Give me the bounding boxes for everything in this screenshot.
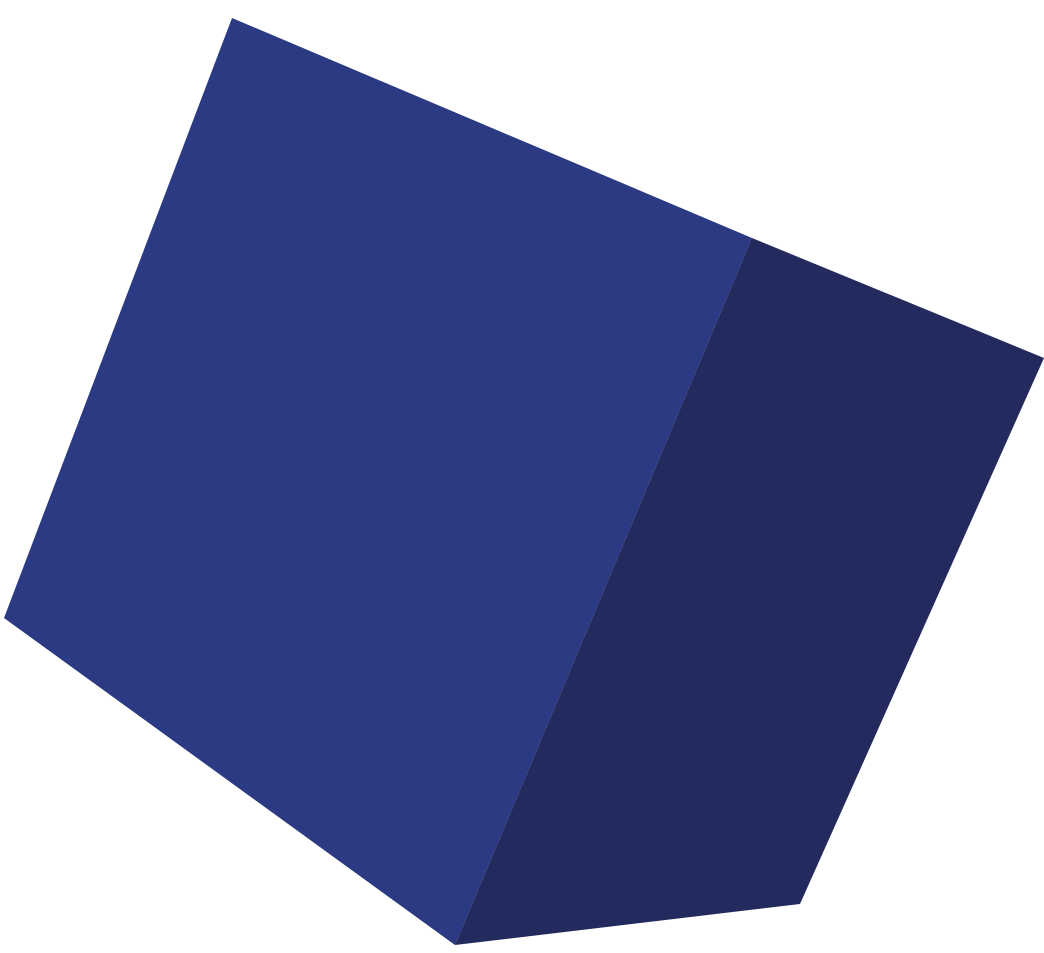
band-salmon-mid (414, 559, 536, 731)
band-peach-left (85, 475, 225, 617)
cube-front-face (4, 18, 752, 945)
front-band (4, 370, 605, 800)
band-peak-glow (385, 505, 445, 590)
side-band (473, 607, 945, 883)
side-salmon (735, 740, 875, 757)
side-tail-glow (677, 707, 721, 883)
side-peach (555, 695, 655, 745)
